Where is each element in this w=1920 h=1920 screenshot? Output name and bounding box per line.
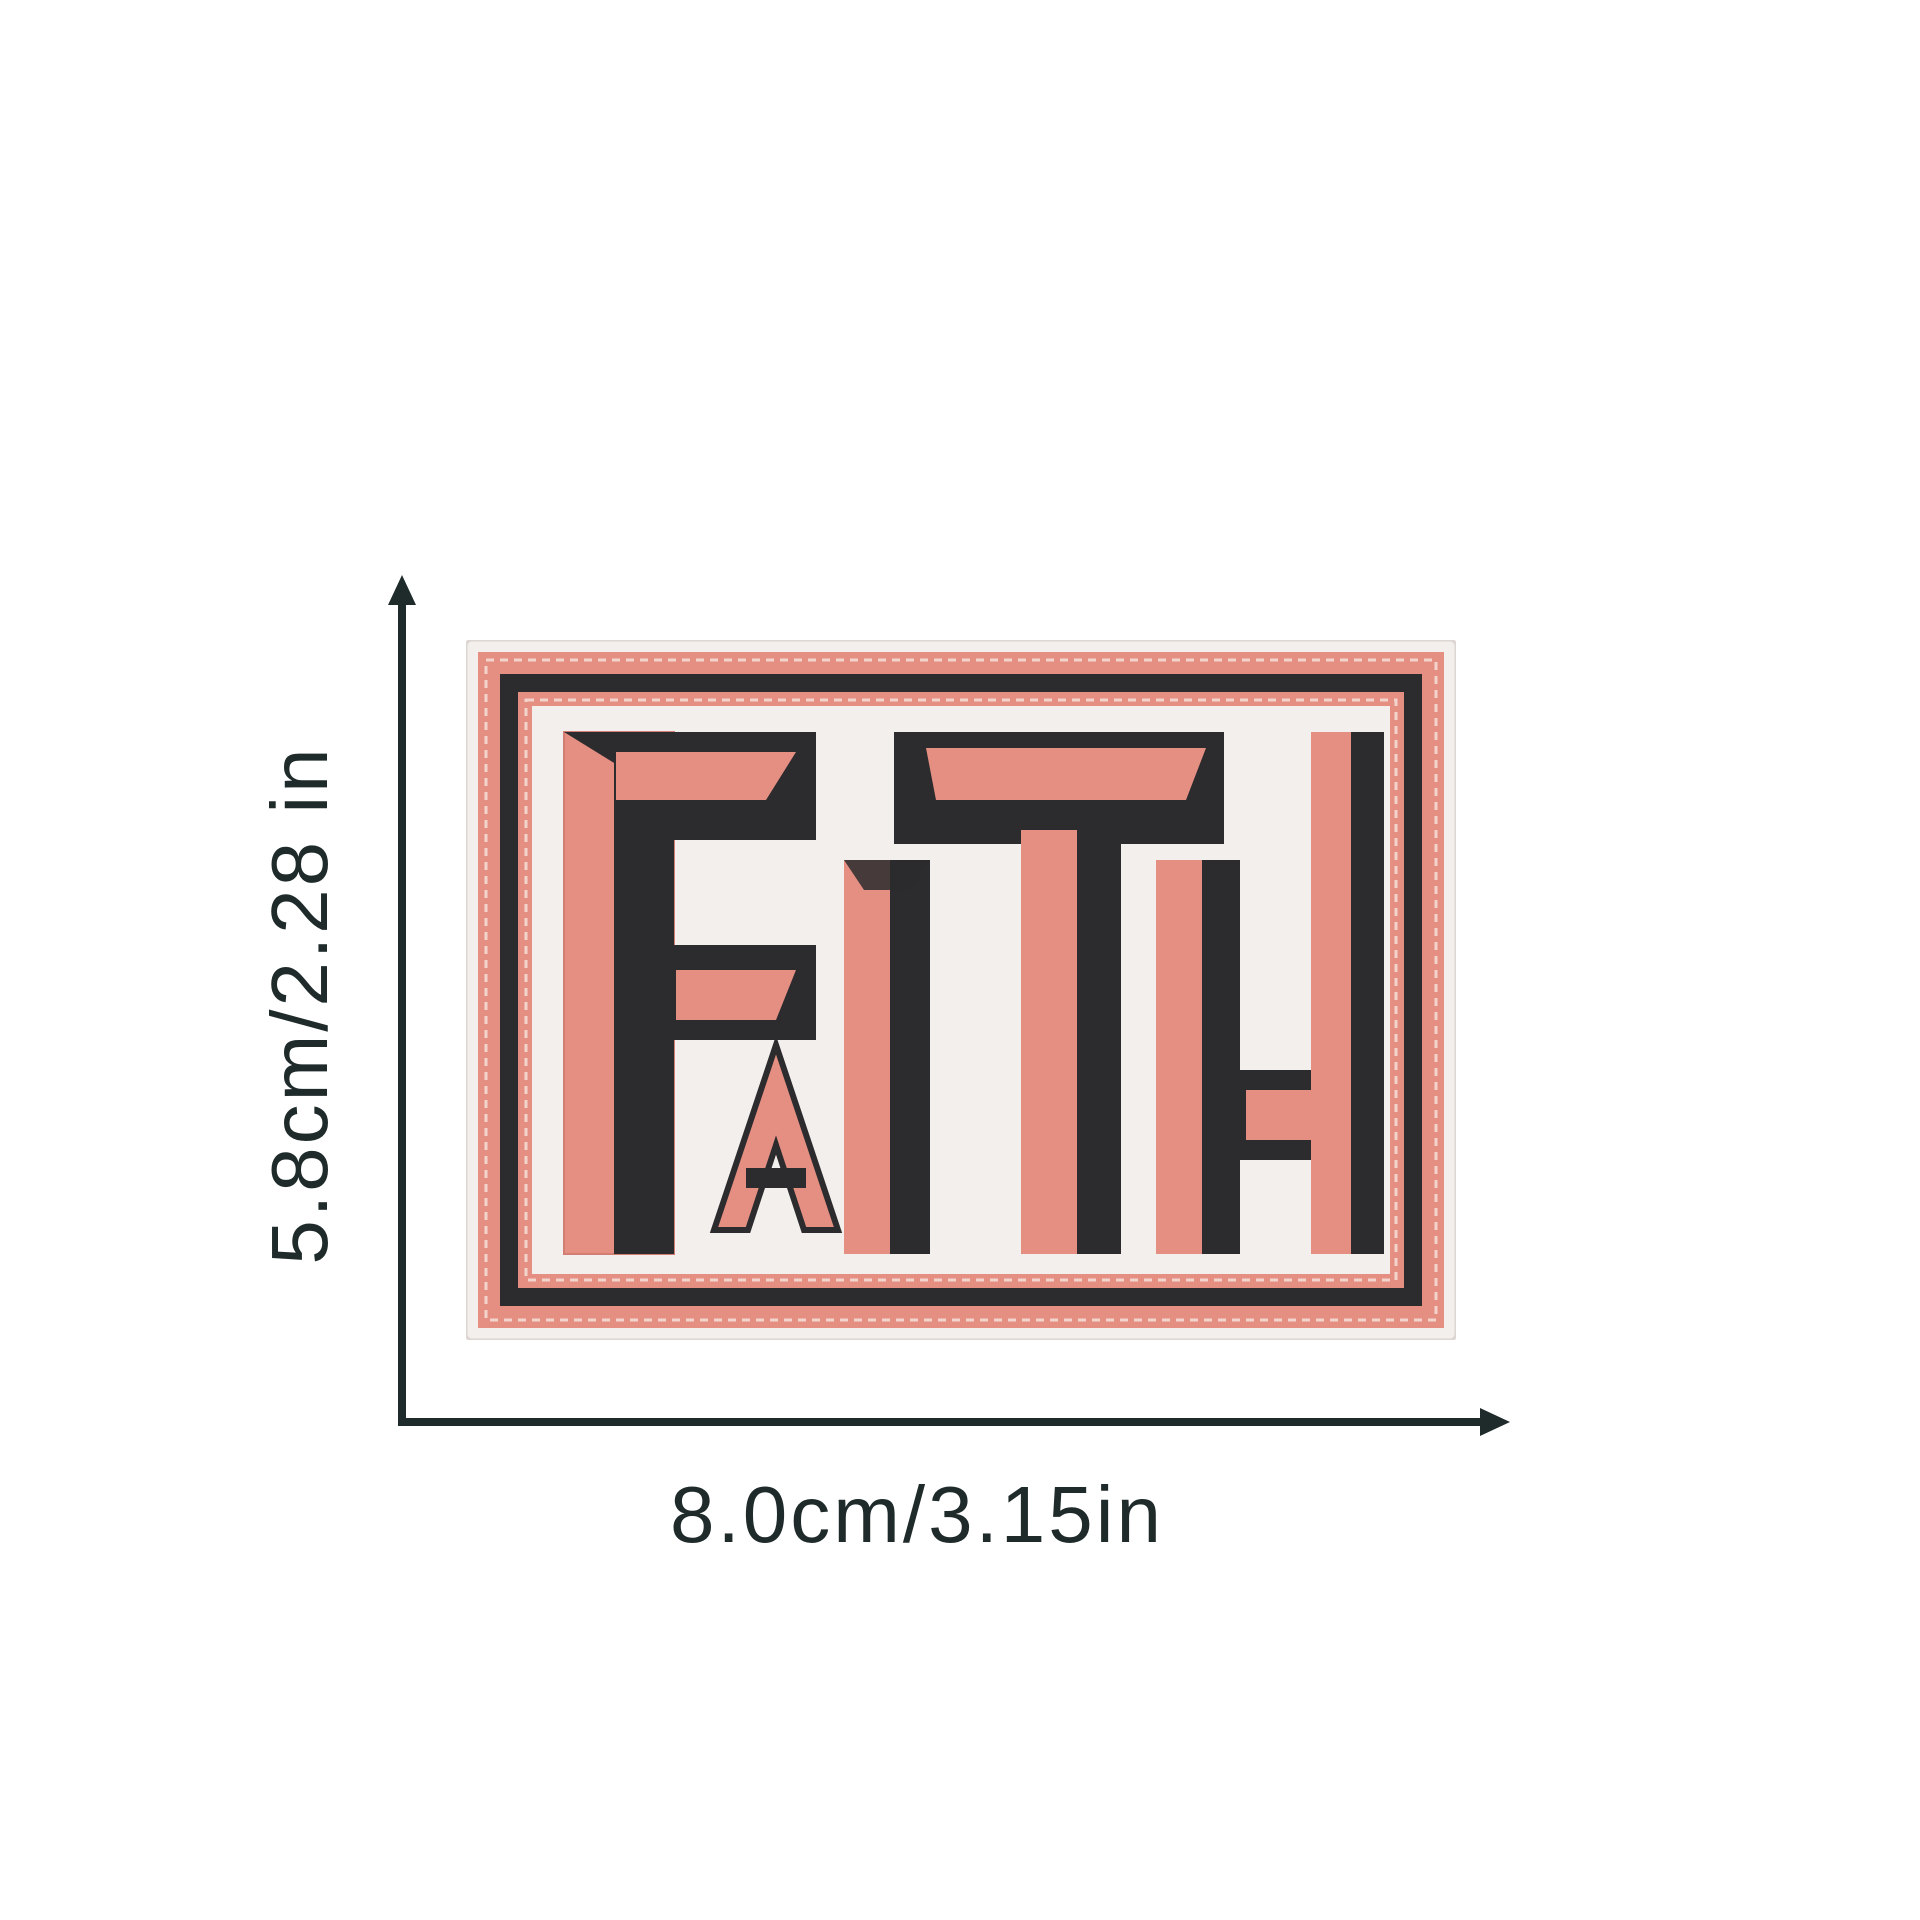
faith-lettering: [563, 731, 1384, 1255]
height-label: 5.8cm/2.28 in: [255, 745, 344, 1265]
width-label: 8.0cm/3.15in: [670, 1470, 1165, 1559]
up-arrow-icon: [388, 575, 416, 605]
right-arrow-icon: [1480, 1408, 1510, 1436]
faith-embroidered-patch-image: [466, 640, 1456, 1340]
